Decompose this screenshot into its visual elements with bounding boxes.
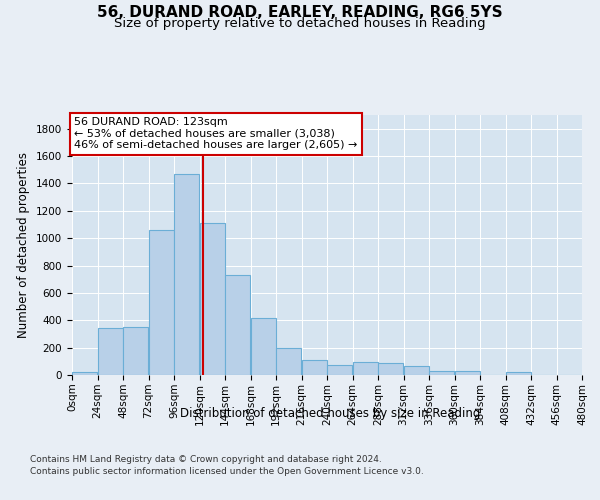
Bar	[200, 223, 225, 375]
Text: Distribution of detached houses by size in Reading: Distribution of detached houses by size …	[180, 408, 480, 420]
Y-axis label: Number of detached properties: Number of detached properties	[17, 152, 31, 338]
Text: Contains HM Land Registry data © Crown copyright and database right 2024.: Contains HM Land Registry data © Crown c…	[30, 455, 382, 464]
Bar	[123, 327, 148, 375]
Bar	[429, 371, 454, 375]
Bar	[455, 371, 480, 375]
Bar	[225, 275, 250, 375]
Text: Contains public sector information licensed under the Open Government Licence v3: Contains public sector information licen…	[30, 468, 424, 476]
Bar	[353, 362, 378, 375]
Text: Size of property relative to detached houses in Reading: Size of property relative to detached ho…	[114, 18, 486, 30]
Bar	[276, 348, 301, 375]
Bar	[149, 230, 174, 375]
Bar	[174, 174, 199, 375]
Bar	[378, 364, 403, 375]
Bar	[506, 372, 531, 375]
Text: 56, DURAND ROAD, EARLEY, READING, RG6 5YS: 56, DURAND ROAD, EARLEY, READING, RG6 5Y…	[97, 5, 503, 20]
Text: 56 DURAND ROAD: 123sqm
← 53% of detached houses are smaller (3,038)
46% of semi-: 56 DURAND ROAD: 123sqm ← 53% of detached…	[74, 117, 358, 150]
Bar	[404, 366, 429, 375]
Bar	[72, 372, 97, 375]
Bar	[251, 318, 276, 375]
Bar	[302, 360, 327, 375]
Bar	[98, 328, 123, 375]
Bar	[327, 366, 352, 375]
